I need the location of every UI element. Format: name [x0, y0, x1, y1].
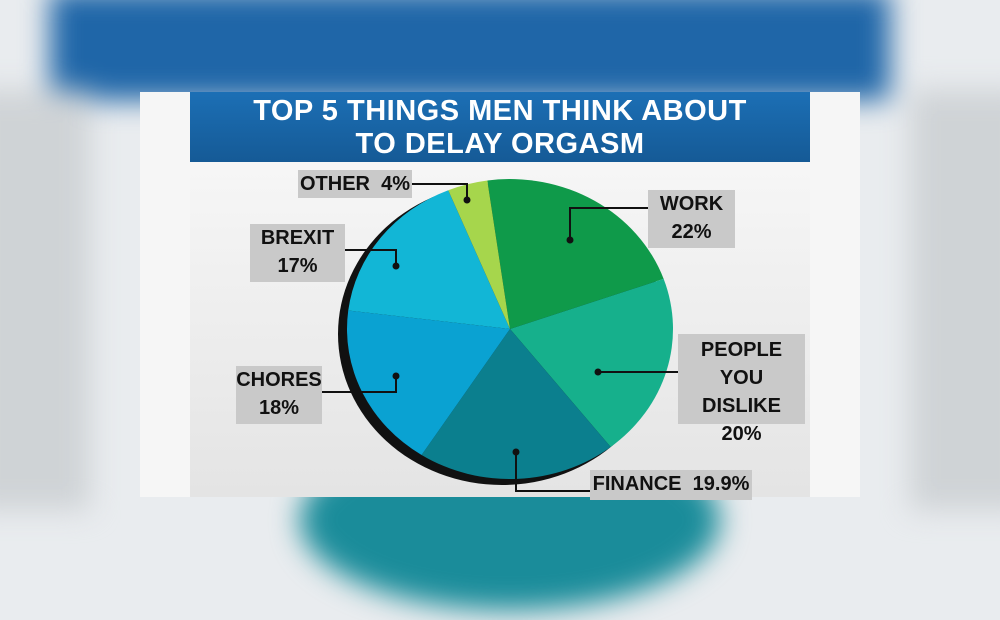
pie-slice-people-you-dislike — [510, 278, 673, 447]
leader-dot-people-you-dislike — [594, 368, 602, 376]
leader-dot-finance — [512, 448, 520, 456]
label-other: OTHER 4% — [298, 170, 412, 198]
label-finance: FINANCE 19.9% — [590, 470, 752, 500]
label-people-you-dislike: PEOPLE YOU DISLIKE 20% — [678, 334, 805, 445]
leader-dot-brexit — [392, 262, 400, 270]
leader-line-finance — [515, 452, 590, 492]
pie-slice-finance — [421, 329, 611, 479]
title-line-2: TO DELAY ORGASM — [355, 128, 645, 160]
leader-line-other — [412, 183, 468, 200]
pie-slice-other — [448, 180, 510, 329]
chart-title: TOP 5 THINGS MEN THINK ABOUT TO DELAY OR… — [190, 92, 810, 162]
label-brexit: BREXIT 17% — [250, 224, 345, 282]
leader-line-brexit — [345, 249, 397, 266]
pie-slice-brexit — [348, 190, 510, 329]
label-work: WORK 22% — [648, 190, 735, 248]
leader-dot-work — [566, 236, 574, 244]
title-line-1: TOP 5 THINGS MEN THINK ABOUT — [253, 95, 747, 127]
leader-dot-chores — [392, 372, 400, 380]
leader-dot-other — [463, 196, 471, 204]
pie-slice-chores — [347, 310, 510, 456]
pie-chart — [322, 179, 678, 492]
label-chores: CHORES 18% — [236, 366, 322, 424]
leader-line-work — [569, 207, 648, 240]
leader-line-chores — [322, 376, 397, 393]
pie-slice-work — [487, 179, 664, 329]
